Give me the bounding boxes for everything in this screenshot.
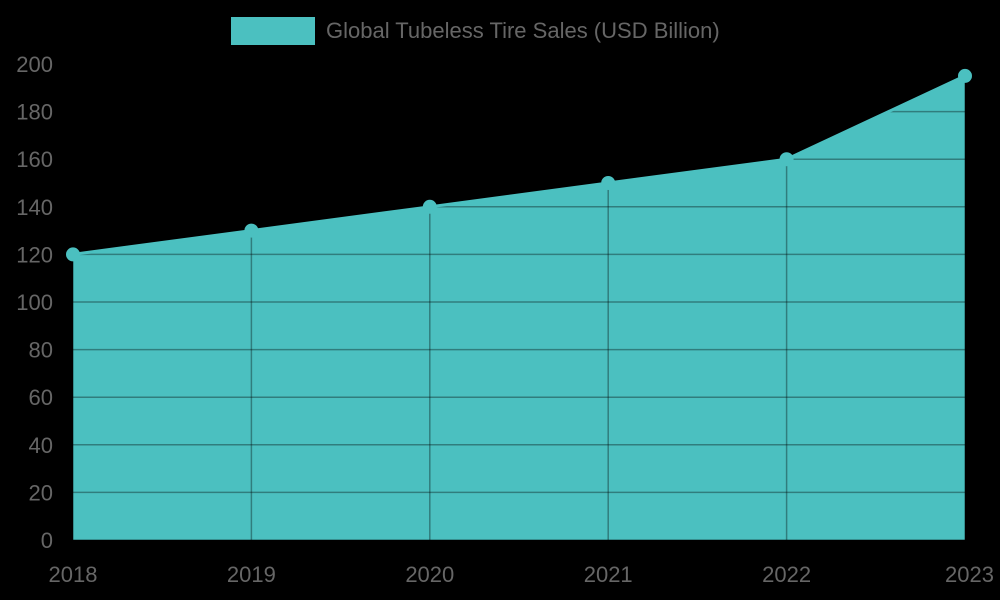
y-tick-label: 200	[16, 52, 53, 77]
x-tick-label: 2022	[762, 562, 811, 587]
data-point-2019[interactable]	[244, 223, 259, 238]
x-tick-label: 2019	[227, 562, 276, 587]
gridlines	[72, 64, 966, 541]
x-tick-label: 2020	[405, 562, 454, 587]
y-tick-label: 160	[16, 147, 53, 172]
chart-legend[interactable]: Global Tubeless Tire Sales (USD Billion)	[231, 17, 720, 45]
series-polyline	[72, 74, 966, 256]
legend-label: Global Tubeless Tire Sales (USD Billion)	[326, 18, 720, 43]
y-tick-label: 40	[29, 433, 53, 458]
data-point-2022[interactable]	[779, 152, 794, 167]
area-fill-path	[73, 75, 965, 541]
y-tick-label: 60	[29, 385, 53, 410]
x-axis-ticks: 2018 2019 2020 2021 2022 2023	[49, 562, 994, 587]
y-axis-ticks: 0 20 40 60 80 100 120 140 160 180 200	[16, 52, 53, 553]
data-points[interactable]	[66, 68, 972, 262]
x-tick-label: 2021	[584, 562, 633, 587]
series-line	[72, 74, 966, 256]
y-tick-label: 180	[16, 100, 53, 125]
data-point-2023[interactable]	[958, 68, 972, 83]
y-tick-label: 100	[16, 290, 53, 315]
y-tick-label: 0	[41, 528, 53, 553]
y-tick-label: 140	[16, 195, 53, 220]
y-tick-label: 120	[16, 242, 53, 267]
legend-swatch	[231, 17, 315, 45]
y-tick-label: 20	[29, 480, 53, 505]
data-point-2020[interactable]	[422, 199, 437, 214]
area-fill	[73, 75, 965, 541]
data-point-2021[interactable]	[601, 176, 616, 190]
x-tick-label: 2018	[49, 562, 98, 587]
y-tick-label: 80	[29, 338, 53, 363]
x-tick-label: 2023	[945, 562, 994, 587]
data-point-2018[interactable]	[66, 247, 80, 262]
